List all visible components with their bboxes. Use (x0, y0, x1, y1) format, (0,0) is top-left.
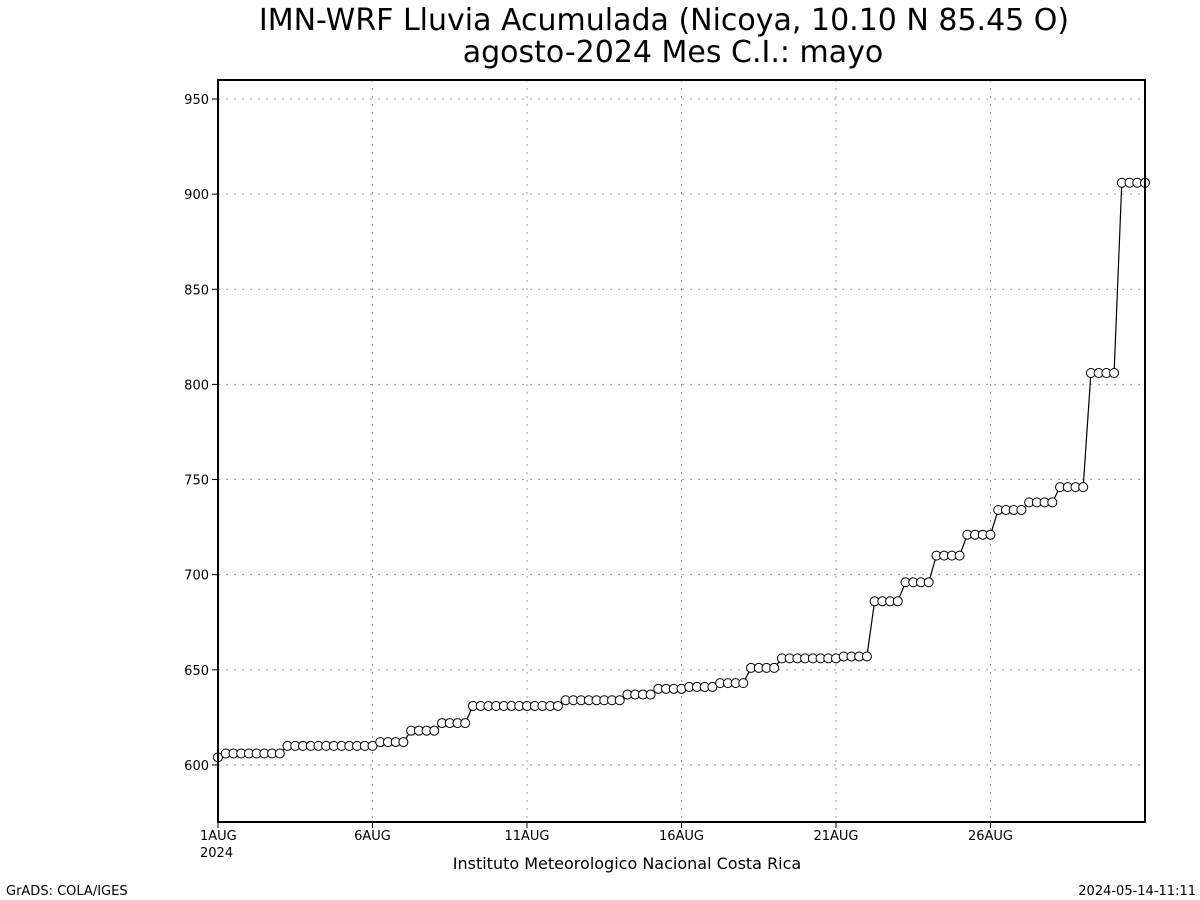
data-point (552, 700, 563, 711)
data-point (769, 662, 780, 673)
x-tick-label: 6AUG (354, 829, 391, 844)
data-point (1047, 497, 1058, 508)
data-point (861, 651, 872, 662)
data-point (1109, 367, 1120, 378)
x-tick-label: 16AUG (659, 829, 704, 844)
data-point (892, 596, 903, 607)
chart-subtitle: agosto-2024 Mes C.I.: mayo (463, 35, 884, 70)
data-point (954, 550, 965, 561)
axes: 600 650 700 750 800 850 900 950 1AUG 2024 6AUG 11AU… (184, 93, 1013, 861)
data-point (460, 718, 471, 729)
y-tick-label: 600 (184, 759, 209, 774)
x-tick-label: 11AUG (504, 829, 549, 844)
plot-frame (217, 79, 1146, 823)
series (213, 177, 1150, 763)
y-tick-label: 850 (184, 283, 209, 298)
data-point (645, 689, 656, 700)
grid (218, 80, 1145, 822)
chart-title: IMN-WRF Lluvia Acumulada (Nicoya, 10.10 … (259, 3, 1069, 38)
data-point (1078, 482, 1089, 493)
footer-right: 2024-05-14-11:11 (1078, 884, 1196, 899)
y-tick-label: 700 (184, 569, 209, 584)
y-tick-label: 800 (184, 378, 209, 393)
x-axis-label: Instituto Meteorologico Nacional Costa R… (453, 854, 801, 873)
data-point (738, 678, 749, 689)
data-point (614, 695, 625, 706)
data-point (985, 529, 996, 540)
data-point (1016, 504, 1027, 515)
data-point (398, 737, 409, 748)
data-point (923, 577, 934, 588)
x-tick-label: 1AUG (200, 829, 237, 844)
y-tick-label: 650 (184, 664, 209, 679)
y-tick-label: 750 (184, 474, 209, 489)
x-tick-label: 21AUG (813, 829, 858, 844)
y-tick-label: 900 (184, 188, 209, 203)
data-point (274, 748, 285, 759)
footer-left: GrADS: COLA/IGES (6, 884, 128, 899)
data-point (429, 725, 440, 736)
y-tick-label: 950 (184, 93, 209, 108)
x-tick-label: 26AUG (968, 829, 1013, 844)
series-line (217, 182, 1145, 758)
x-tick-sublabel: 2024 (200, 846, 233, 861)
